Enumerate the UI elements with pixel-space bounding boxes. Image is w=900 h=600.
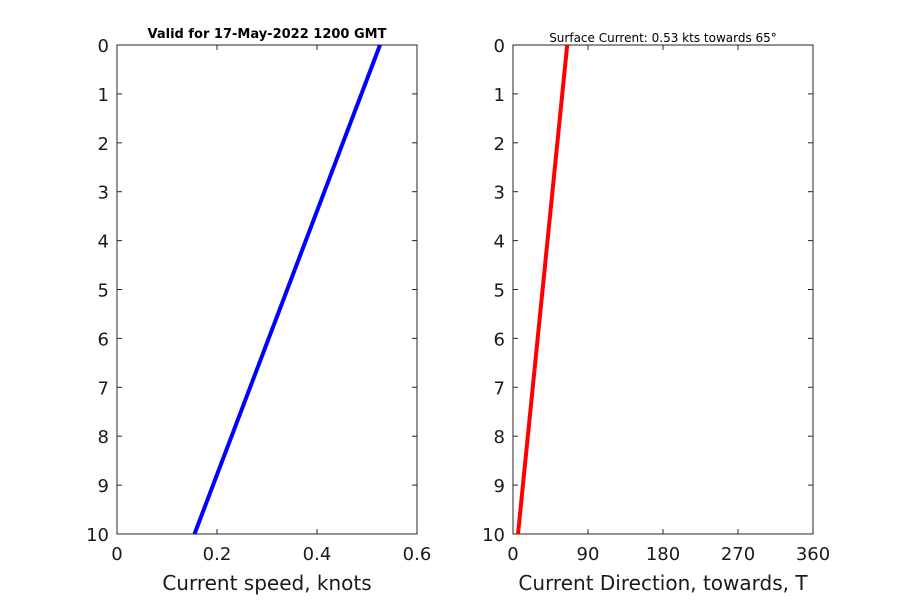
speed-ytick-label: 0 [98,36,109,57]
direction-xtick-label: 0 [507,544,518,565]
direction-chart-title: Surface Current: 0.53 kts towards 65° [549,31,777,45]
speed-chart-xlabel: Current speed, knots [162,571,371,595]
direction-chart: Surface Current: 0.53 kts towards 65° Cu… [482,31,830,595]
direction-ytick-label: 6 [494,329,505,350]
speed-profile-line [192,44,382,535]
speed-ytick-label: 9 [98,476,109,497]
direction-xtick-label: 360 [796,544,830,565]
direction-chart-xlabel: Current Direction, towards, T [518,571,808,595]
direction-xtick-label: 180 [646,544,680,565]
speed-plot-frame [116,44,418,535]
direction-ytick-label: 3 [494,183,505,204]
speed-ytick-label: 4 [98,232,109,253]
direction-profile-line [516,44,570,535]
direction-ytick-label: 4 [494,232,505,253]
direction-ytick-label: 7 [494,378,505,399]
speed-ytick-label: 1 [98,85,109,106]
speed-xtick-label: 0.6 [403,544,432,565]
speed-ytick-label: 6 [98,329,109,350]
direction-ytick-label: 9 [494,476,505,497]
direction-xtick-label: 270 [721,544,755,565]
speed-xtick-label: 0.2 [203,544,232,565]
speed-xtick-label: 0 [111,544,122,565]
direction-ytick-label: 8 [494,427,505,448]
speed-ytick-label: 5 [98,281,109,302]
speed-ytick-label: 2 [98,134,109,155]
direction-ytick-label: 10 [482,525,505,546]
direction-ytick-label: 5 [494,281,505,302]
speed-chart: Valid for 17-May-2022 1200 GMT Current s… [86,27,431,595]
direction-ytick-label: 0 [494,36,505,57]
direction-xtick-label: 90 [577,544,600,565]
speed-chart-title: Valid for 17-May-2022 1200 GMT [148,27,387,42]
speed-ytick-label: 3 [98,183,109,204]
speed-ytick-label: 8 [98,427,109,448]
speed-ytick-label: 7 [98,378,109,399]
direction-ytick-label: 2 [494,134,505,155]
speed-xtick-label: 0.4 [303,544,332,565]
speed-ytick-label: 10 [86,525,109,546]
direction-ytick-label: 1 [494,85,505,106]
